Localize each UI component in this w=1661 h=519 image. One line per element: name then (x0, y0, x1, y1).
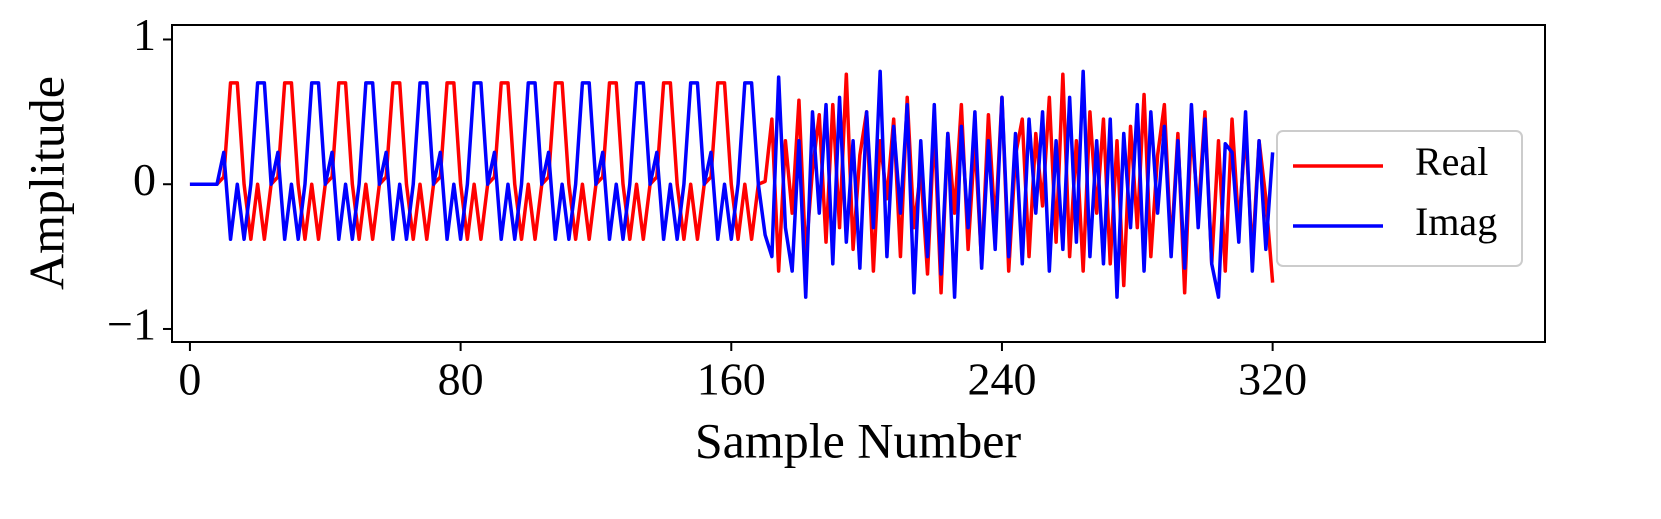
y-tick-label: −1 (107, 299, 156, 350)
x-tick-label: 160 (697, 354, 766, 405)
series-line (189, 72, 1275, 295)
plot-frame (171, 24, 1546, 343)
y-axis-label: Amplitude (18, 76, 74, 290)
x-axis-label: Sample Number (695, 412, 1022, 468)
legend-label: Imag (1415, 199, 1497, 244)
x-tick-label: 0 (178, 354, 201, 405)
y-tick-label: 0 (133, 154, 156, 205)
x-tick-label: 80 (438, 354, 484, 405)
y-tick-label: 1 (133, 9, 156, 60)
legend-label: Real (1415, 139, 1488, 184)
legend: Real Imag (1276, 130, 1523, 267)
x-tick-label: 320 (1238, 354, 1307, 405)
x-tick-label: 240 (967, 354, 1036, 405)
series-line (189, 69, 1275, 299)
